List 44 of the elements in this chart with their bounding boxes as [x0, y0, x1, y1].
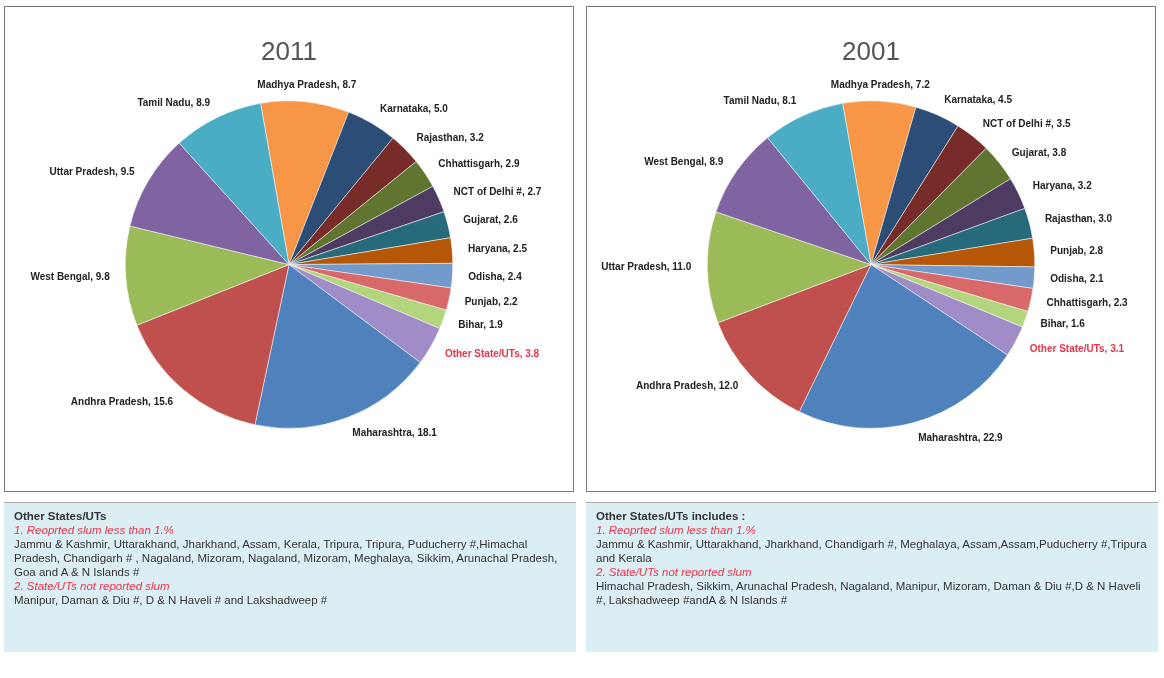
- text: Manipur, Daman & Diu #, D & N Haveli # and Lakshadweep #: [14, 593, 329, 607]
- slice-label: Karnataka, 4.5: [944, 94, 1013, 106]
- slice-label: West Bengal, 8.9: [644, 155, 724, 167]
- slice-label: Uttar Pradesh, 11.0: [601, 261, 692, 273]
- text: Jammu & Kashmir, Uttarakhand, Jharkhand, Chandigarh #, Meghalaya, Assam,Assam,Puducherry #,Tripura and Kerala: [596, 537, 1148, 565]
- slice-label: Gujarat, 3.8: [1011, 146, 1067, 158]
- chart-title: 2001: [842, 35, 900, 66]
- chart-title: 2011: [261, 35, 317, 66]
- text: Himachal Pradesh, Sikkim, Arunachal Pradesh, Nagaland, Manipur, Mizoram, Daman & Diu #,D & N Haveli #, Lakshadweep #andA & N Islands #: [596, 579, 1142, 607]
- slice-label: Chhattisgarh, 2.3: [1046, 297, 1129, 309]
- text: Other States/UTs includes :: [596, 509, 747, 523]
- slice-label: Madhya Pradesh, 8.7: [257, 79, 357, 91]
- slice-label: Haryana, 3.2: [1032, 180, 1093, 191]
- slice-label: Maharashtra, 22.9: [918, 431, 1004, 443]
- slice-label: Punjab, 2.8: [1050, 245, 1104, 257]
- text: Jammu & Kashmir, Uttarakhand, Jharkhand, Assam, Kerala, Tripura, Tripura, Puducherry #,Himachal Pradesh, Chandigarh # , Nagaland, Mizoram, Nagaland, Mizoram, Meghalaya, Sikkim, Arunachal Pradesh, Goa and A & N Islands #: [14, 537, 559, 579]
- slice-label: Andhra Pradesh, 12.0: [636, 379, 739, 391]
- slice-label: West Bengal, 9.8: [30, 271, 111, 283]
- slice-label: Madhya Pradesh, 7.2: [830, 78, 931, 90]
- text: 2. State/UTs not reported slum: [14, 579, 171, 593]
- slice-label: Other State/UTs, 3.8: [444, 347, 540, 359]
- slice-label: Tamil Nadu, 8.1: [723, 94, 797, 106]
- slice-label: Uttar Pradesh, 9.5: [49, 166, 135, 178]
- slice-label: Bihar, 1.9: [458, 318, 504, 330]
- slice-label: Punjab, 2.2: [464, 296, 518, 308]
- slice-label: Bihar, 1.6: [1040, 318, 1086, 330]
- text: 1. Reoprted slum less than 1.%: [14, 523, 175, 537]
- slice-label: Chhattisgarh, 2.9: [438, 158, 520, 170]
- slice-label: Gujarat, 2.6: [463, 214, 519, 226]
- slice-label: Rajasthan, 3.0: [1044, 212, 1113, 224]
- slice-label: Tamil Nadu, 8.9: [137, 96, 211, 108]
- text: Other States/UTs: [14, 509, 108, 523]
- slice-label: Other State/UTs, 3.1: [1029, 342, 1125, 354]
- slice-label: NCT of Delhi #, 2.7: [453, 186, 542, 198]
- slice-label: Haryana, 2.5: [468, 242, 528, 254]
- slice-label: Karnataka, 5.0: [379, 103, 449, 115]
- slice-label: Maharashtra, 18.1: [352, 426, 438, 438]
- slice-label: Odisha, 2.1: [1050, 272, 1104, 284]
- slice-label: Odisha, 2.4: [468, 270, 523, 282]
- text: 1. Reoprted slum less than 1.%: [596, 523, 757, 537]
- slice-label: Rajasthan, 3.2: [416, 131, 485, 143]
- text: 2. State/UTs not reported slum: [596, 565, 753, 579]
- slice-label: NCT of Delhi #, 3.5: [982, 117, 1071, 129]
- slice-label: Andhra Pradesh, 15.6: [70, 395, 174, 407]
